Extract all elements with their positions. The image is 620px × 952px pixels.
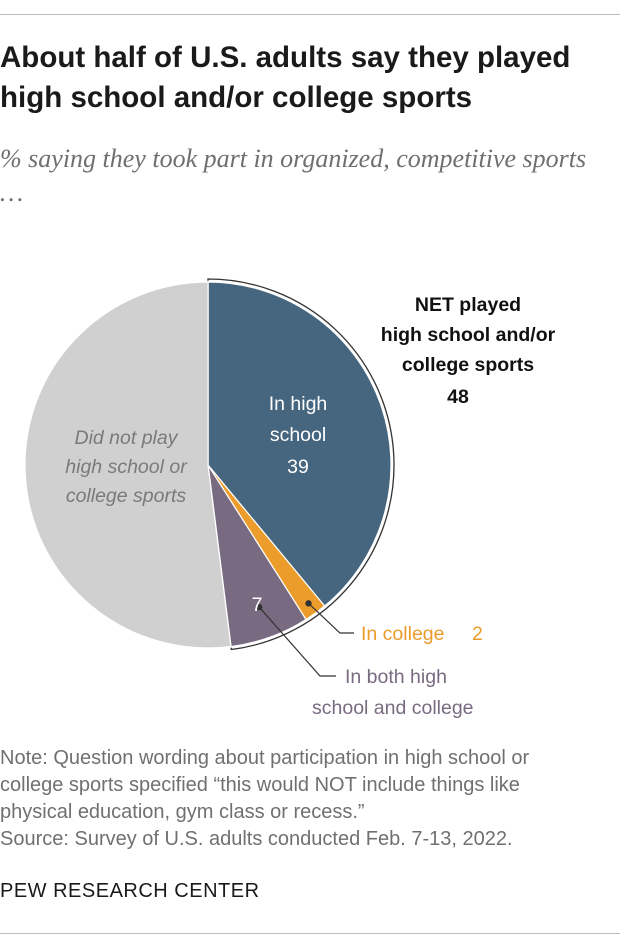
net-value: 48: [447, 386, 469, 408]
net-outline-arc: [207, 278, 395, 651]
net-label: NET played: [415, 294, 521, 316]
slice-label-college: In college: [361, 623, 444, 645]
slice-label-not-played: high school or: [65, 456, 188, 478]
slice-not-played: [24, 281, 232, 649]
note-line: Note: Question wording about participati…: [0, 747, 530, 769]
slice-labels: In high school 39 Did not play high school o…: [65, 294, 555, 719]
value-label-college: 2: [472, 623, 483, 645]
net-label: college sports: [402, 354, 534, 376]
pie-slices: [24, 281, 392, 649]
value-label-both: 7: [252, 594, 263, 616]
chart-note: Note: Question wording about participati…: [0, 745, 615, 853]
value-label-high-school: 39: [287, 456, 309, 478]
chart-subtitle: % saying they took part in organized, co…: [0, 144, 587, 207]
slice-label-not-played: college sports: [66, 485, 187, 507]
slice-label-not-played: Did not play: [75, 427, 179, 449]
leader-line-both: [258, 606, 336, 677]
slice-label-high-school: In high: [269, 393, 328, 415]
leader-line-college: [308, 602, 354, 634]
net-outline: [207, 278, 395, 651]
net-outline-gap: [207, 280, 393, 648]
source-org: PEW RESEARCH CENTER: [0, 880, 260, 902]
source-line: Source: Survey of U.S. adults conducted …: [0, 828, 513, 850]
leader-lines: [255, 600, 354, 677]
note-line: college sports specified “this would NOT…: [0, 774, 520, 796]
note-line: physical education, gym class or recess.…: [0, 801, 365, 823]
pie-chart: In high school 39 Did not play high school o…: [24, 278, 556, 719]
net-label: high school and/or: [381, 324, 556, 346]
bottom-rule: [0, 933, 620, 934]
top-rule: [0, 14, 620, 15]
slice-label-both: In both high: [345, 666, 447, 688]
slice-label-high-school: school: [270, 424, 326, 446]
slice-label-both: school and college: [312, 697, 474, 719]
chart-title: About half of U.S. adults say they playe…: [0, 41, 571, 114]
